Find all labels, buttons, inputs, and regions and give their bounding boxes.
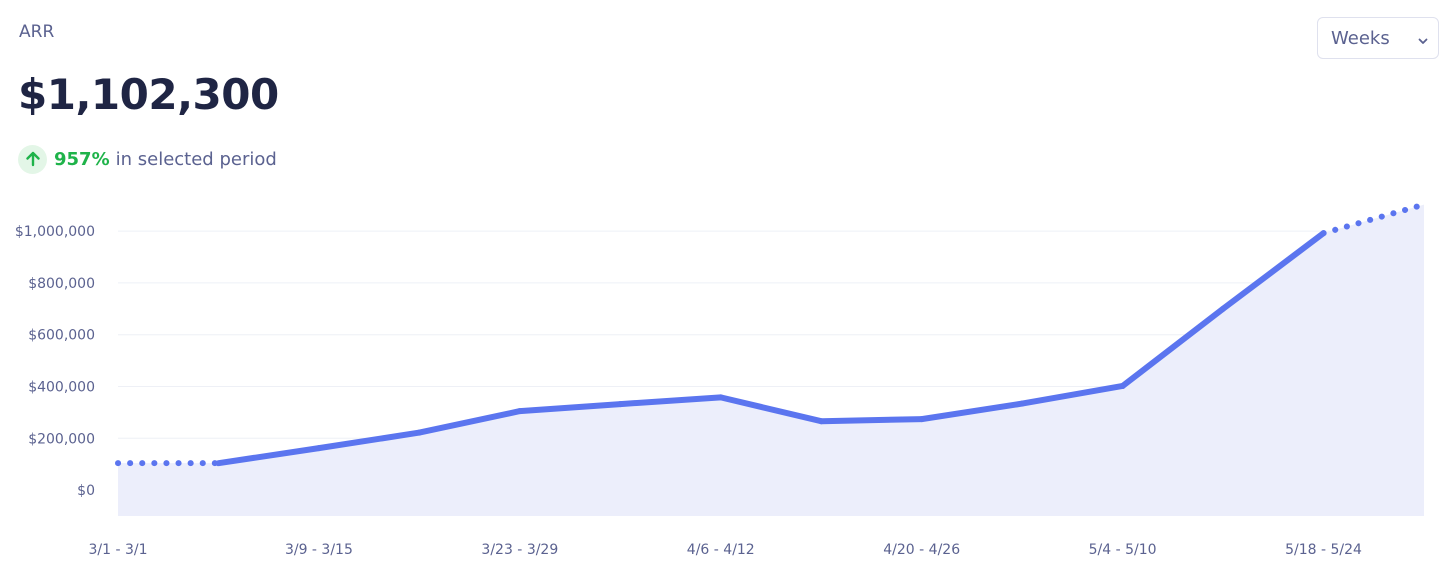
- series-segment: [516, 401, 624, 415]
- change-description: in selected period: [115, 148, 277, 170]
- x-tick-label: 4/6 - 4/12: [687, 542, 755, 558]
- change-percentage: 957%: [54, 148, 110, 170]
- y-tick-label: $600,000: [28, 328, 95, 344]
- series-segment: [1220, 230, 1327, 312]
- metric-title: ARR: [19, 22, 55, 42]
- period-select-value: Weeks: [1331, 27, 1390, 49]
- series-segment: [617, 394, 724, 408]
- y-tick-label: $800,000: [28, 276, 95, 292]
- y-tick-label: $200,000: [28, 431, 95, 447]
- series-segment: [416, 408, 523, 436]
- x-tick-label: 3/23 - 3/29: [481, 542, 558, 558]
- x-tick-label: 5/18 - 5/24: [1285, 542, 1362, 558]
- y-tick-label: $1,000,000: [15, 224, 95, 240]
- chevron-down-icon: [1418, 32, 1428, 51]
- y-tick-label: $400,000: [28, 379, 95, 395]
- metric-value: $1,102,300: [18, 70, 279, 119]
- series-segment: [1119, 305, 1227, 389]
- series-segment: [818, 416, 925, 425]
- y-tick-label: $0: [77, 483, 95, 499]
- series-segment: [918, 400, 1026, 423]
- series-segment: [1019, 382, 1126, 407]
- change-summary: 957% in selected period: [18, 144, 277, 174]
- period-select[interactable]: Weeks: [1317, 17, 1439, 59]
- series-area: [118, 204, 1424, 516]
- series-segment: [717, 394, 825, 425]
- x-tick-label: 5/4 - 5/10: [1089, 542, 1157, 558]
- x-tick-label: 3/1 - 3/1: [88, 542, 147, 558]
- x-tick-label: 4/20 - 4/26: [883, 542, 960, 558]
- x-tick-label: 3/9 - 3/15: [285, 542, 353, 558]
- series-segment: [215, 445, 322, 467]
- arrow-up-icon: [18, 144, 47, 174]
- series-segment: [315, 429, 423, 452]
- series-segment-projected: [1320, 201, 1427, 237]
